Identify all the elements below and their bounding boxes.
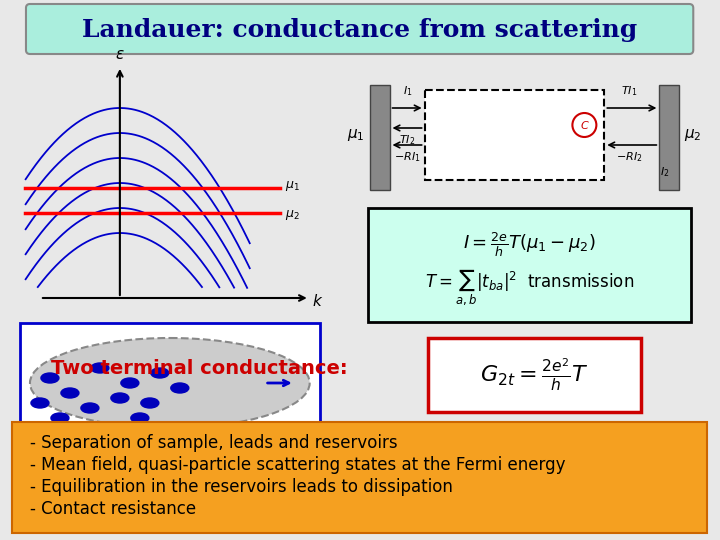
Ellipse shape <box>51 413 69 423</box>
Ellipse shape <box>131 413 149 423</box>
Text: $G_{2t} = \frac{2e^2}{h}T$: $G_{2t} = \frac{2e^2}{h}T$ <box>480 357 589 393</box>
Bar <box>20 323 320 443</box>
Ellipse shape <box>91 363 109 373</box>
Text: Two terminal conductance:: Two terminal conductance: <box>51 359 348 377</box>
Text: $\mu_2$: $\mu_2$ <box>284 208 300 222</box>
Text: $\mu_1$: $\mu_1$ <box>284 179 300 193</box>
Ellipse shape <box>111 393 129 403</box>
Bar <box>369 85 390 190</box>
FancyBboxPatch shape <box>368 208 691 322</box>
Text: $\mu_2$: $\mu_2$ <box>684 127 702 143</box>
Ellipse shape <box>81 403 99 413</box>
Text: - Separation of sample, leads and reservoirs: - Separation of sample, leads and reserv… <box>30 434 397 452</box>
Text: - Mean field, quasi-particle scattering states at the Fermi energy: - Mean field, quasi-particle scattering … <box>30 456 565 474</box>
Text: $\epsilon$: $\epsilon$ <box>115 47 125 62</box>
Text: $I_1$: $I_1$ <box>402 84 413 98</box>
Bar <box>660 85 679 190</box>
Text: $-RI_1$: $-RI_1$ <box>395 150 421 164</box>
Ellipse shape <box>121 378 139 388</box>
Text: $\mu_1$: $\mu_1$ <box>347 127 364 143</box>
Ellipse shape <box>41 373 59 383</box>
Ellipse shape <box>61 388 79 398</box>
Text: $k$: $k$ <box>312 293 323 309</box>
Ellipse shape <box>151 368 168 378</box>
Text: $-RI_2$: $-RI_2$ <box>616 150 642 164</box>
FancyBboxPatch shape <box>26 4 693 54</box>
Text: $TI_1$: $TI_1$ <box>621 84 637 98</box>
FancyBboxPatch shape <box>12 422 707 533</box>
Text: - Contact resistance: - Contact resistance <box>30 500 196 518</box>
FancyBboxPatch shape <box>428 338 642 412</box>
Text: - Equilibration in the reservoirs leads to dissipation: - Equilibration in the reservoirs leads … <box>30 478 453 496</box>
Text: Landauer: conductance from scattering: Landauer: conductance from scattering <box>82 18 637 42</box>
Text: $TI_2$: $TI_2$ <box>400 133 415 147</box>
Ellipse shape <box>141 398 159 408</box>
Ellipse shape <box>31 398 49 408</box>
Text: $T = \sum_{a,b}|t_{ba}|^2$  transmission: $T = \sum_{a,b}|t_{ba}|^2$ transmission <box>425 268 634 308</box>
Bar <box>425 90 604 180</box>
Text: $I_2$: $I_2$ <box>660 165 669 179</box>
Text: $C$: $C$ <box>580 119 589 131</box>
Ellipse shape <box>171 383 189 393</box>
Text: $I = \frac{2e}{h}T(\mu_1 - \mu_2)$: $I = \frac{2e}{h}T(\mu_1 - \mu_2)$ <box>463 231 596 259</box>
Ellipse shape <box>30 338 310 428</box>
